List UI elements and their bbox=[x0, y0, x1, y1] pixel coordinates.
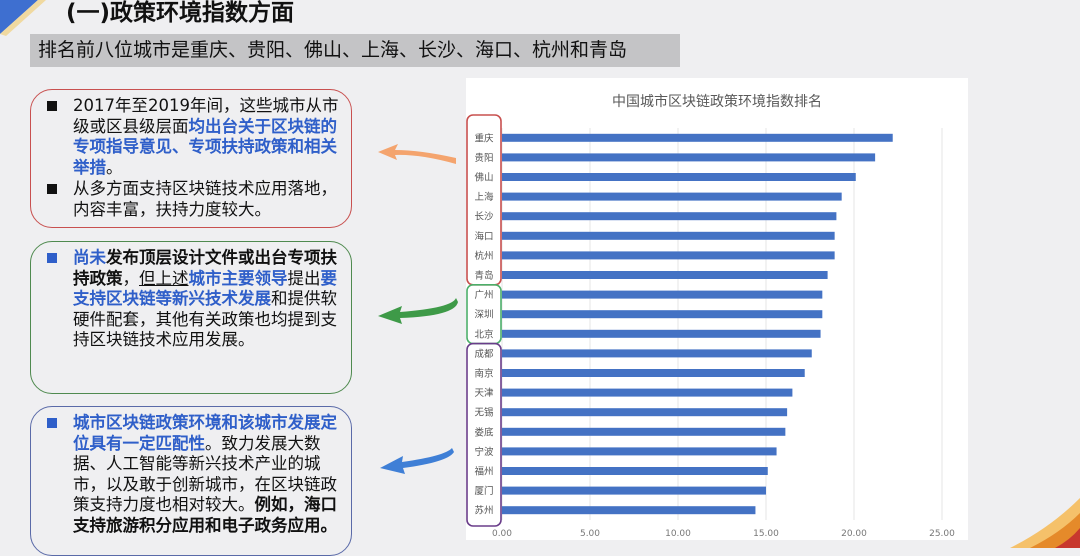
category-label: 娄底 bbox=[474, 426, 494, 438]
text-segment: 从多方面支持区块链技术应用落地，内容丰富，扶持力度较大。 bbox=[73, 179, 337, 219]
category-label: 南京 bbox=[474, 368, 493, 380]
category-label: 贵阳 bbox=[474, 152, 493, 164]
category-label: 宁波 bbox=[474, 446, 494, 458]
text-segment: 均出台关于区块链的专项指导意见、专项扶持政策和相关举措 bbox=[73, 116, 337, 177]
bar bbox=[502, 212, 837, 221]
category-label: 成都 bbox=[474, 348, 494, 360]
category-label: 青岛 bbox=[474, 270, 493, 282]
category-label: 福州 bbox=[474, 466, 493, 478]
x-tick-label: 20.00 bbox=[841, 529, 867, 539]
x-tick-label: 15.00 bbox=[753, 529, 779, 539]
category-label: 佛山 bbox=[474, 172, 493, 184]
category-label: 上海 bbox=[474, 191, 494, 203]
bullet-item: 尚未发布顶层设计文件或出台专项扶持政策，但上述城市主要领导提出要支持区块链等新兴… bbox=[43, 248, 341, 351]
blue-arrow-icon bbox=[380, 448, 454, 474]
bar bbox=[502, 486, 766, 495]
bar bbox=[502, 231, 835, 240]
bar bbox=[502, 133, 893, 142]
category-label: 天津 bbox=[474, 388, 494, 399]
bar bbox=[502, 329, 821, 338]
bullet-text: 尚未发布顶层设计文件或出台专项扶持政策，但上述城市主要领导提出要支持区块链等新兴… bbox=[73, 248, 341, 351]
text-segment: 2017年至2019年间，这些城市从市级或区县级层面 bbox=[73, 96, 339, 136]
bar bbox=[502, 192, 842, 201]
category-label: 长沙 bbox=[474, 211, 494, 223]
category-label: 无锡 bbox=[474, 407, 493, 419]
group-highlight-box bbox=[466, 342, 502, 527]
text-segment: 但上述 bbox=[139, 268, 189, 288]
bar bbox=[502, 467, 768, 475]
green-arrow-icon bbox=[378, 298, 458, 324]
category-label: 北京 bbox=[474, 328, 493, 340]
chart-title: 中国城市区块链政策环境指数排名 bbox=[612, 93, 822, 110]
bar bbox=[502, 251, 835, 260]
bullet-text: 从多方面支持区块链技术应用落地，内容丰富，扶持力度较大。 bbox=[73, 179, 341, 220]
category-label: 海口 bbox=[474, 230, 493, 242]
text-segment: 。 bbox=[106, 157, 123, 177]
bar bbox=[502, 506, 756, 515]
chart-panel: 中国城市区块链政策环境指数排名 重庆贵阳佛山上海长沙海口杭州青岛广州深圳北京成都… bbox=[466, 78, 968, 540]
policy-match-box: 城市区块链政策环境和该城市发展定位具有一定匹配性。致力发展大数据、人工智能等新兴… bbox=[30, 406, 352, 556]
corner-decoration bbox=[1010, 498, 1080, 548]
policy-pending-box: 尚未发布顶层设计文件或出台专项扶持政策，但上述城市主要领导提出要支持区块链等新兴… bbox=[30, 241, 352, 394]
square-bullet-icon bbox=[47, 101, 57, 111]
category-label: 杭州 bbox=[474, 250, 493, 262]
bar bbox=[502, 369, 805, 377]
category-label: 厦门 bbox=[474, 485, 493, 497]
text-segment: 发布顶层设计文件或出台专项扶持政策 bbox=[73, 248, 337, 288]
x-tick-label: 25.00 bbox=[929, 529, 955, 539]
text-segment: ， bbox=[122, 268, 140, 288]
square-bullet-icon bbox=[47, 184, 57, 194]
text-segment: 城市主要领导 bbox=[188, 268, 288, 288]
bar bbox=[502, 427, 786, 436]
x-tick-label: 0.00 bbox=[492, 529, 512, 539]
bar bbox=[502, 447, 777, 456]
bar bbox=[502, 271, 828, 279]
bullet-item: 2017年至2019年间，这些城市从市级或区县级层面均出台关于区块链的专项指导意… bbox=[43, 96, 341, 178]
square-bullet-icon bbox=[47, 253, 57, 263]
bar bbox=[502, 290, 823, 299]
bullet-item: 城市区块链政策环境和该城市发展定位具有一定匹配性。致力发展大数据、人工智能等新兴… bbox=[43, 413, 341, 536]
text-segment: 例如，海口支持旅游积分应用和电子政务应用。 bbox=[73, 495, 337, 535]
text-segment: 尚未 bbox=[73, 248, 106, 267]
x-tick-label: 10.00 bbox=[665, 529, 691, 539]
bar-chart: 中国城市区块链政策环境指数排名 重庆贵阳佛山上海长沙海口杭州青岛广州深圳北京成都… bbox=[466, 93, 955, 539]
square-bullet-icon bbox=[47, 418, 57, 428]
orange-arrow-icon bbox=[378, 144, 456, 164]
category-label: 广州 bbox=[474, 289, 493, 301]
bullet-text: 城市区块链政策环境和该城市发展定位具有一定匹配性。致力发展大数据、人工智能等新兴… bbox=[73, 413, 341, 536]
text-segment: 和提供软硬件配套，其他有关政策也均提到支持区块链技术应用发展。 bbox=[73, 289, 337, 349]
text-segment: 要支持区块链等新兴技术发展 bbox=[73, 268, 337, 309]
text-segment: 。致力发展大数据、人工智能等新兴技术产业的城市，以及敢于创新城市，在区块链政策支… bbox=[73, 433, 337, 515]
category-label: 重庆 bbox=[474, 132, 494, 144]
bar bbox=[502, 173, 856, 181]
subtitle-banner: 排名前八位城市是重庆、贵阳、佛山、上海、长沙、海口、杭州和青岛 bbox=[30, 34, 680, 67]
category-label: 苏州 bbox=[474, 505, 493, 517]
bar bbox=[502, 408, 788, 417]
bullet-item: 从多方面支持区块链技术应用落地，内容丰富，扶持力度较大。 bbox=[43, 179, 341, 220]
text-segment: 提出 bbox=[287, 268, 321, 288]
text-segment: 城市区块链政策环境和该城市发展定位具有一定匹配性 bbox=[73, 413, 337, 453]
corner-decoration bbox=[0, 0, 46, 36]
bar bbox=[502, 153, 876, 162]
bar bbox=[502, 310, 823, 319]
x-tick-label: 5.00 bbox=[580, 529, 600, 539]
category-label: 深圳 bbox=[474, 310, 493, 321]
section-title: (一)政策环境指数方面 bbox=[66, 0, 295, 26]
bullet-text: 2017年至2019年间，这些城市从市级或区县级层面均出台关于区块链的专项指导意… bbox=[73, 96, 341, 178]
bar bbox=[502, 388, 793, 397]
policy-issued-box: 2017年至2019年间，这些城市从市级或区县级层面均出台关于区块链的专项指导意… bbox=[30, 89, 352, 228]
bar bbox=[502, 349, 812, 358]
